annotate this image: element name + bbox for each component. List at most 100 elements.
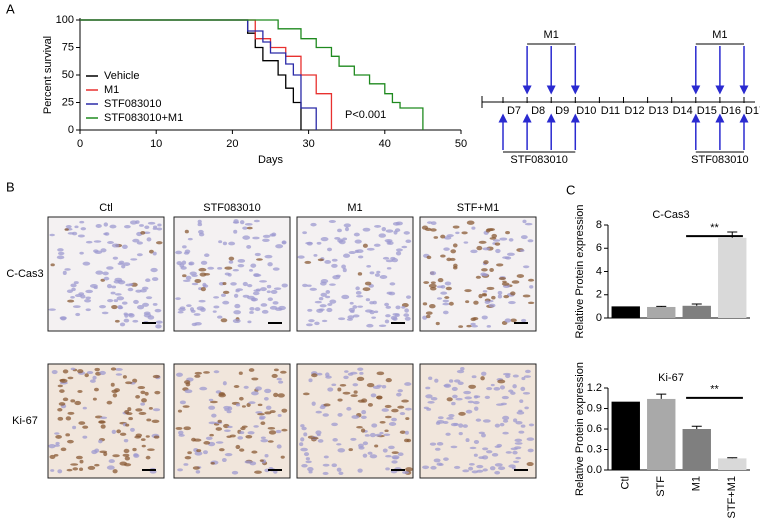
cell bbox=[342, 237, 348, 241]
cell bbox=[191, 282, 199, 286]
cell bbox=[112, 256, 119, 260]
cell bbox=[520, 424, 526, 428]
cell bbox=[384, 415, 392, 419]
cell bbox=[367, 451, 373, 455]
cell bbox=[267, 426, 276, 430]
cell bbox=[237, 263, 245, 268]
cell bbox=[111, 243, 120, 248]
cell bbox=[82, 425, 89, 429]
micrograph bbox=[47, 216, 165, 332]
cell bbox=[200, 286, 206, 292]
cell bbox=[481, 315, 488, 320]
cell bbox=[224, 453, 233, 457]
cell bbox=[238, 371, 243, 375]
cell bbox=[397, 452, 404, 457]
cell bbox=[271, 232, 277, 237]
cell bbox=[281, 428, 288, 432]
cell bbox=[106, 465, 115, 470]
cell bbox=[464, 396, 473, 400]
cell bbox=[511, 280, 520, 284]
cell bbox=[57, 416, 64, 421]
cell bbox=[301, 463, 308, 468]
cell bbox=[465, 438, 470, 443]
cell bbox=[385, 455, 392, 458]
cell bbox=[395, 251, 402, 256]
cell bbox=[354, 239, 362, 244]
cell bbox=[106, 266, 114, 270]
bar bbox=[682, 429, 711, 470]
cell bbox=[512, 450, 518, 455]
cell bbox=[203, 371, 210, 374]
cell bbox=[406, 438, 412, 443]
cell bbox=[397, 389, 403, 393]
cell bbox=[402, 470, 409, 474]
cell bbox=[450, 445, 458, 449]
cell bbox=[179, 400, 186, 405]
cell bbox=[224, 272, 231, 276]
cell bbox=[242, 294, 250, 298]
cell bbox=[434, 378, 439, 383]
cell bbox=[327, 387, 334, 392]
cell bbox=[247, 431, 255, 435]
bar bbox=[611, 306, 640, 318]
cell bbox=[78, 421, 86, 425]
cell bbox=[508, 238, 514, 242]
cell bbox=[470, 249, 478, 254]
cell bbox=[278, 380, 284, 384]
cell bbox=[235, 288, 244, 292]
y-tick-label: 0 bbox=[68, 124, 74, 136]
cell bbox=[140, 402, 146, 406]
cell bbox=[66, 439, 74, 444]
cell bbox=[436, 297, 443, 300]
cell bbox=[519, 399, 524, 403]
cell bbox=[522, 265, 530, 269]
cell bbox=[465, 300, 470, 304]
cell bbox=[512, 374, 519, 378]
cell bbox=[391, 451, 399, 454]
cell bbox=[270, 289, 278, 294]
cell bbox=[85, 240, 93, 244]
cell bbox=[259, 280, 268, 283]
cell bbox=[528, 423, 535, 427]
cell bbox=[422, 302, 428, 306]
cell bbox=[177, 409, 183, 413]
cell bbox=[384, 429, 389, 433]
cell bbox=[262, 234, 271, 238]
cell bbox=[151, 419, 160, 424]
cell bbox=[488, 303, 496, 308]
cell bbox=[404, 382, 412, 386]
cell bbox=[155, 241, 163, 245]
cell bbox=[55, 434, 62, 439]
cell bbox=[189, 271, 197, 276]
cell bbox=[117, 279, 123, 283]
cell bbox=[353, 390, 358, 394]
cell bbox=[233, 229, 238, 234]
cell bbox=[248, 269, 253, 272]
cell bbox=[310, 222, 317, 227]
cell bbox=[145, 435, 150, 438]
cell bbox=[526, 437, 535, 441]
cell bbox=[482, 419, 491, 423]
cell bbox=[253, 273, 262, 277]
row-label: C-Cas3 bbox=[6, 268, 43, 280]
cell bbox=[122, 453, 130, 457]
cell bbox=[208, 405, 216, 410]
cell bbox=[175, 372, 183, 377]
cell bbox=[463, 241, 469, 244]
cell bbox=[494, 471, 501, 475]
cell bbox=[442, 299, 450, 303]
cell bbox=[314, 300, 322, 304]
cell bbox=[55, 441, 60, 445]
cell bbox=[281, 283, 288, 288]
cell bbox=[369, 432, 376, 438]
cell bbox=[135, 394, 141, 399]
cell bbox=[481, 268, 488, 272]
cell bbox=[331, 463, 338, 468]
cell bbox=[483, 260, 489, 265]
cell bbox=[329, 283, 336, 286]
cell bbox=[350, 394, 358, 398]
cell bbox=[379, 275, 388, 279]
cell bbox=[194, 278, 202, 284]
cell bbox=[444, 281, 452, 286]
cell bbox=[369, 310, 375, 315]
